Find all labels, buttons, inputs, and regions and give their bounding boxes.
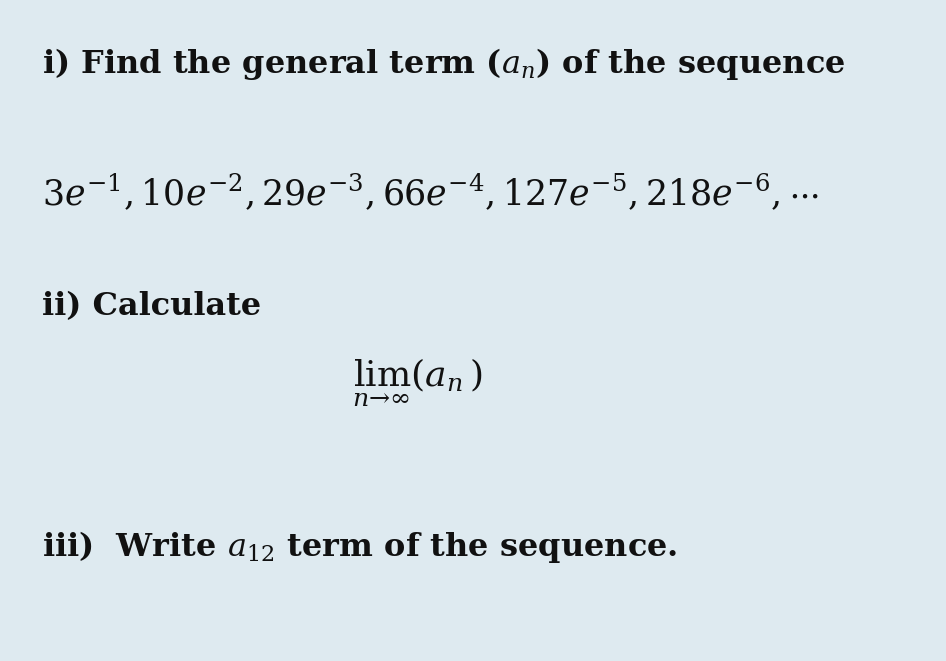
Text: $\lim_{n \to \infty}(a_n)$: $\lim_{n \to \infty}(a_n)$	[353, 357, 482, 409]
Text: iii)  Write $a_{12}$ term of the sequence.: iii) Write $a_{12}$ term of the sequence…	[42, 529, 677, 564]
Text: $3e^{-1}, 10e^{-2}, 29e^{-3}, 66e^{-4}, 127e^{-5}, 218e^{-6}, \cdots$: $3e^{-1}, 10e^{-2}, 29e^{-3}, 66e^{-4}, …	[42, 172, 818, 213]
Text: ii) Calculate: ii) Calculate	[42, 291, 261, 322]
Text: i) Find the general term ($a_n$) of the sequence: i) Find the general term ($a_n$) of the …	[42, 46, 846, 82]
